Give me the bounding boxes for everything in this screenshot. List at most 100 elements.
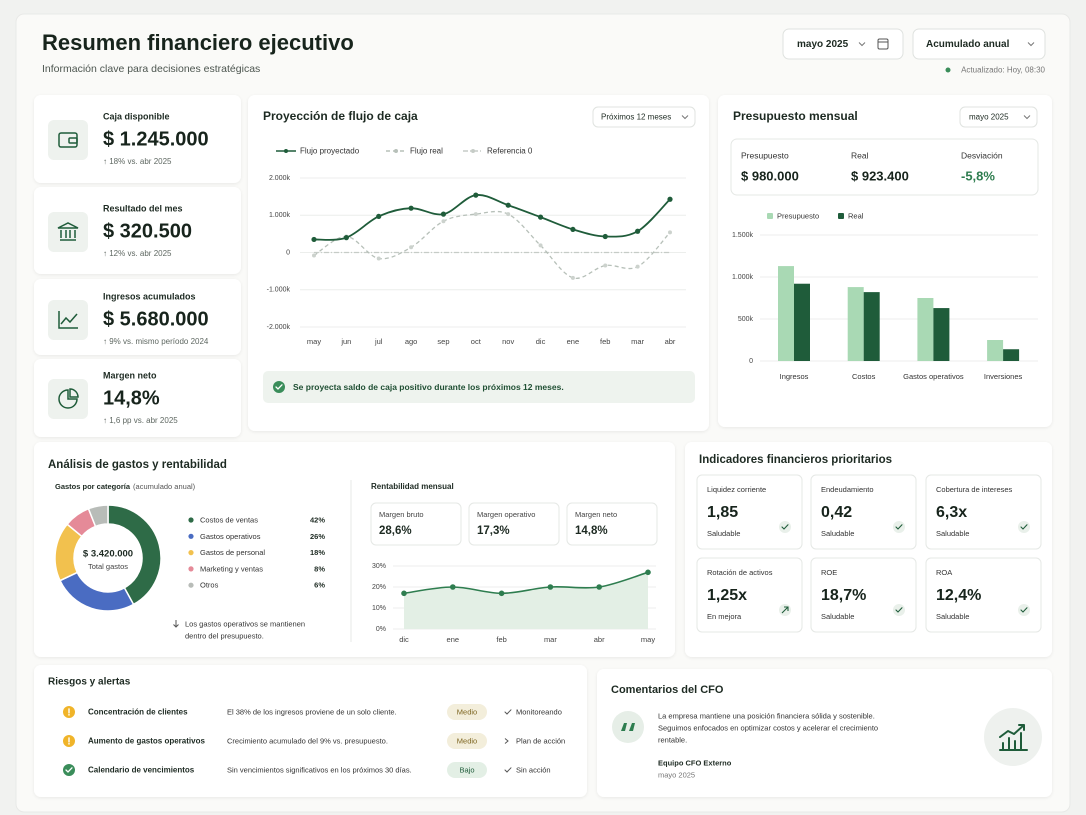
indicator-value: 1,25x xyxy=(707,587,747,604)
point xyxy=(635,228,641,234)
note-icon xyxy=(173,620,179,628)
check-icon xyxy=(504,709,512,715)
cfo-author: Equipo CFO Externo xyxy=(658,758,732,767)
legend-swatch xyxy=(188,566,194,572)
point xyxy=(547,584,554,590)
point xyxy=(538,243,543,248)
x-tick-label: sep xyxy=(437,337,449,346)
x-tick-label: dic xyxy=(399,635,409,644)
kpi-change: ↑ 1,6 pp vs. abr 2025 xyxy=(103,416,178,425)
x-tick-label: jun xyxy=(340,337,351,346)
bar xyxy=(794,283,810,361)
point xyxy=(409,245,414,250)
x-tick-label: feb xyxy=(600,337,610,346)
kpi-change: ↑ 9% vs. mismo período 2024 xyxy=(103,337,209,346)
y-tick-label: 0% xyxy=(376,626,386,633)
note-text: Se proyecta saldo de caja positivo duran… xyxy=(293,382,564,392)
indicator-label: ROA xyxy=(936,568,952,577)
legend-label: Referencia 0 xyxy=(487,147,533,156)
indicator-label: Liquidez corriente xyxy=(707,485,766,494)
note-icon xyxy=(273,381,285,393)
point xyxy=(505,202,511,208)
status-dot xyxy=(945,67,951,73)
calendar-icon xyxy=(877,38,889,50)
value-label: 42% xyxy=(310,515,325,524)
cfo-text: rentable. xyxy=(658,735,687,744)
page-title: Resumen financiero ejecutivo xyxy=(42,30,354,55)
y-tick-label: -2.000k xyxy=(267,324,291,331)
y-tick-label: 10% xyxy=(372,605,386,612)
kpi-label: Ingresos acumulados xyxy=(103,291,196,301)
x-tick-label: Gastos operativos xyxy=(903,372,964,381)
x-tick-label: Ingresos xyxy=(780,372,809,381)
point xyxy=(596,584,602,590)
x-tick-label: may xyxy=(641,635,655,644)
summary-box xyxy=(730,138,1039,196)
legend-swatch xyxy=(188,517,194,523)
point xyxy=(343,235,349,241)
point xyxy=(376,213,382,219)
cards xyxy=(34,95,1052,797)
legend-label: Real xyxy=(848,211,864,220)
chart-title: Gastos por categoría (acumulado anual) xyxy=(55,482,196,491)
kpi-value: $ 5.680.000 xyxy=(103,308,209,330)
x-tick-label: abr xyxy=(665,337,676,346)
cfo-date: mayo 2025 xyxy=(658,770,695,779)
kpi-value: $ 1.245.000 xyxy=(103,128,209,150)
indicator-label: Endeudamiento xyxy=(821,485,874,494)
legend-label: Presupuesto xyxy=(777,211,819,220)
indicator-status: Saludable xyxy=(821,529,854,538)
card xyxy=(248,95,709,431)
point xyxy=(498,590,505,597)
indicator-status: Saludable xyxy=(936,529,969,538)
card xyxy=(34,187,241,274)
y-tick-label: 30% xyxy=(372,563,386,570)
bar xyxy=(987,340,1004,361)
point xyxy=(635,264,640,269)
x-tick-label: jul xyxy=(374,337,383,346)
area xyxy=(404,572,648,629)
legend-label: Gastos operativos xyxy=(200,532,261,541)
period-select[interactable] xyxy=(782,28,904,60)
indicator-status: En mejora xyxy=(707,612,742,621)
point xyxy=(537,214,544,220)
cfo-text: La empresa mantiene una posición financi… xyxy=(658,711,875,720)
chart-icon xyxy=(984,708,1042,766)
value-label: 8% xyxy=(314,564,325,573)
updated-label: Actualizado: Hoy, 08:30 xyxy=(961,66,1045,75)
risk-status: Monitoreando xyxy=(516,707,562,716)
risk-title: Calendario de vencimientos xyxy=(88,766,195,775)
x-tick-label: mar xyxy=(631,337,644,346)
x-tick-label: ago xyxy=(405,337,418,346)
metric-card xyxy=(566,502,658,546)
legend-label: Marketing y ventas xyxy=(200,564,263,573)
x-tick-label: feb xyxy=(496,635,506,644)
card xyxy=(34,95,241,183)
legend-label: Flujo real xyxy=(410,147,443,156)
status-icon xyxy=(779,521,791,533)
value-label: 18% xyxy=(310,548,325,557)
filter-value: mayo 2025 xyxy=(969,113,1009,122)
status-icon xyxy=(1018,604,1030,616)
point xyxy=(450,584,456,590)
note-text: Los gastos operativos se mantienen xyxy=(185,619,305,628)
bar xyxy=(1003,349,1020,361)
kpi-icon xyxy=(58,311,78,329)
point xyxy=(473,192,479,198)
chevron-icon xyxy=(858,42,866,47)
kpi-label: Margen neto xyxy=(103,370,157,380)
card-title: Comentarios del CFO xyxy=(611,684,724,696)
note-box xyxy=(263,371,695,403)
x-tick-label: abr xyxy=(594,635,605,644)
x-tick-label: ene xyxy=(447,635,460,644)
status-icon xyxy=(893,521,905,533)
kpi-icon xyxy=(68,137,78,144)
view-select[interactable] xyxy=(912,28,1046,60)
check-icon xyxy=(1020,607,1028,613)
line xyxy=(403,571,649,595)
chart-subtitle: (acumulado anual) xyxy=(133,482,196,491)
point xyxy=(668,230,672,235)
status-icon xyxy=(781,606,789,614)
metric-value: 14,8% xyxy=(575,525,608,537)
indicator-card xyxy=(925,474,1042,550)
